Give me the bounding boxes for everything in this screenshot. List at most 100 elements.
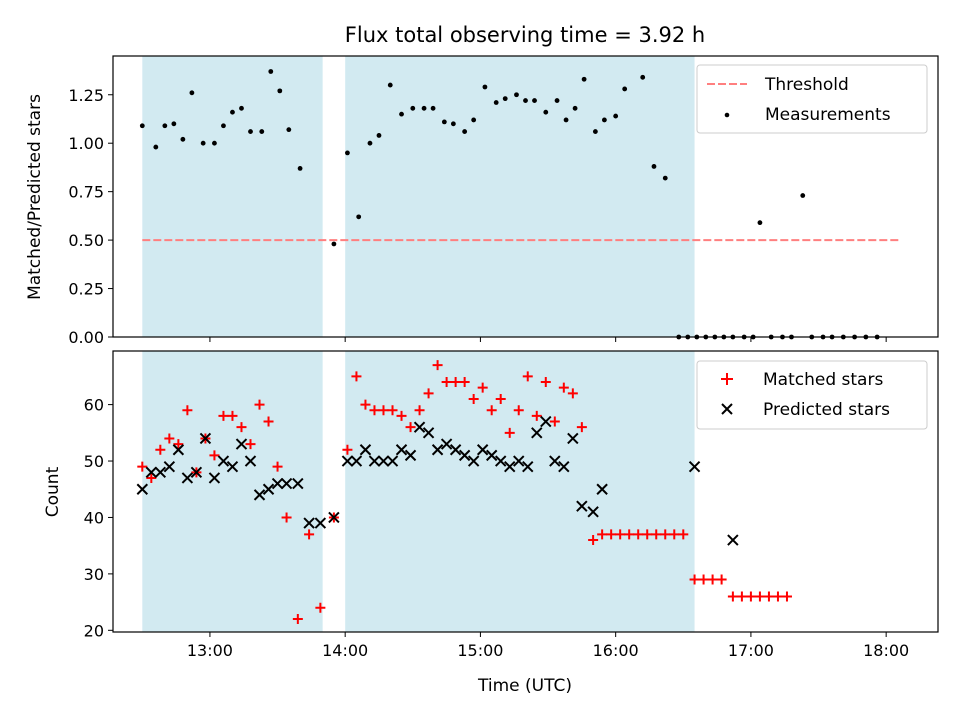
matched-star-point [606, 529, 617, 540]
matched-star-point [540, 377, 551, 388]
ratio-x-ticks [209, 337, 887, 342]
measurement-point [462, 129, 468, 134]
matched-star-point [727, 591, 738, 602]
measurement-point [153, 144, 159, 150]
measurement-point [622, 86, 628, 92]
matched-star-point [754, 591, 765, 602]
matched-star-point [304, 529, 315, 540]
predicted-star-point [395, 444, 408, 456]
predicted-star-point [163, 460, 176, 473]
measurement-point [189, 90, 195, 96]
measurement-point [471, 117, 477, 123]
predicted-star-point [540, 415, 552, 428]
matched-star-point [441, 377, 452, 388]
matched-star-point [468, 393, 479, 404]
measurement-point [441, 119, 447, 125]
predicted-star-point [145, 466, 158, 479]
matched-star-point [218, 410, 229, 421]
matched-star-point [272, 461, 283, 472]
matched-star-point [633, 529, 644, 540]
observing-spans [142, 56, 695, 337]
measurement-point [212, 140, 217, 146]
predicted-star-point [458, 449, 471, 462]
predicted-star-point [467, 455, 480, 467]
matched-star-point [642, 529, 653, 540]
matched-star-point [137, 461, 148, 472]
measurement-point [523, 98, 528, 103]
predicted-star-point [576, 500, 588, 512]
predicted-star-point [190, 466, 203, 479]
predicted-star-point [235, 438, 248, 450]
count-y-ticks: 20 30 40 50 60 [84, 396, 113, 640]
predicted-star-point [292, 477, 304, 490]
matched-star-point [315, 602, 326, 613]
predicted-star-point [386, 455, 399, 467]
matched-star-point [781, 591, 792, 602]
matched-star-point [369, 405, 380, 416]
matched-star-point [164, 433, 175, 444]
predicted-star-point [531, 427, 543, 439]
measurement-point [331, 241, 337, 247]
matched-star-point [254, 399, 265, 410]
predicted-star-point [596, 483, 608, 495]
matched-star-point [281, 512, 292, 523]
predicted-star-point [422, 427, 435, 439]
matched-star-point [378, 405, 389, 416]
matched-star-point [450, 377, 461, 388]
predicted-star-point [476, 444, 489, 456]
matched-star-point [432, 360, 443, 371]
y-tick-label: 0.25 [68, 280, 104, 299]
y-tick-label: 60 [84, 396, 104, 415]
count-x-ticks: 13:00 14:00 15:00 16:00 17:00 18:00 [187, 632, 909, 660]
y-tick-label: 40 [84, 508, 104, 527]
x-tick-label: 18:00 [863, 641, 909, 660]
measurement-point [532, 98, 537, 103]
count-legend: Matched stars Predicted stars [696, 360, 928, 430]
measurements-legend-marker [724, 112, 730, 118]
ratio-plot-frame [112, 55, 939, 338]
predicted-star-point [431, 444, 444, 456]
measurement-point [200, 140, 206, 146]
predicted-star-point [271, 477, 284, 490]
matched-star-point [689, 574, 700, 585]
matched-star-point [351, 371, 362, 382]
matched-star-point [360, 399, 371, 410]
y-axis-label-count: Count [43, 466, 63, 517]
matched-star-point [615, 529, 626, 540]
measurement-point [514, 92, 519, 98]
predicted-star-point [244, 455, 257, 467]
measurement-point [601, 117, 607, 123]
matched-star-point [651, 529, 662, 540]
predicted-star-point [485, 449, 498, 462]
ratio-legend-box [696, 64, 928, 134]
predicted-star-point [522, 460, 534, 473]
predicted-stars-layer [136, 415, 739, 546]
measurement-point [430, 105, 436, 111]
predicted-star-point [504, 460, 516, 473]
measurement-point [543, 109, 549, 115]
predicted-star-point [217, 455, 230, 467]
measurements-legend-label: Measurements [765, 105, 891, 125]
matched-legend-marker [721, 373, 733, 385]
measurement-point [180, 136, 186, 142]
observing-span-1 [142, 351, 323, 632]
x-tick-label: 17:00 [728, 641, 774, 660]
measurement-point [367, 140, 373, 146]
matched-star-point [396, 410, 407, 421]
matched-star-point [209, 450, 220, 461]
predicted-legend-label: Predicted stars [763, 400, 890, 420]
matched-star-point [772, 591, 783, 602]
matched-stars-layer [137, 360, 792, 625]
measurement-point [248, 129, 253, 134]
measurement-point [387, 82, 393, 88]
x-tick-label: 15:00 [457, 641, 503, 660]
ratio-y-ticks: 0.00 0.25 0.50 0.75 1.00 1.25 [68, 86, 113, 347]
measurement-point [757, 220, 763, 226]
matched-star-point [236, 422, 247, 433]
y-tick-label: 50 [84, 452, 104, 471]
predicted-star-point [587, 506, 599, 518]
matched-star-point [763, 591, 774, 602]
measurement-point [581, 76, 587, 82]
measurement-point [376, 133, 382, 138]
measurement-point [221, 123, 226, 129]
